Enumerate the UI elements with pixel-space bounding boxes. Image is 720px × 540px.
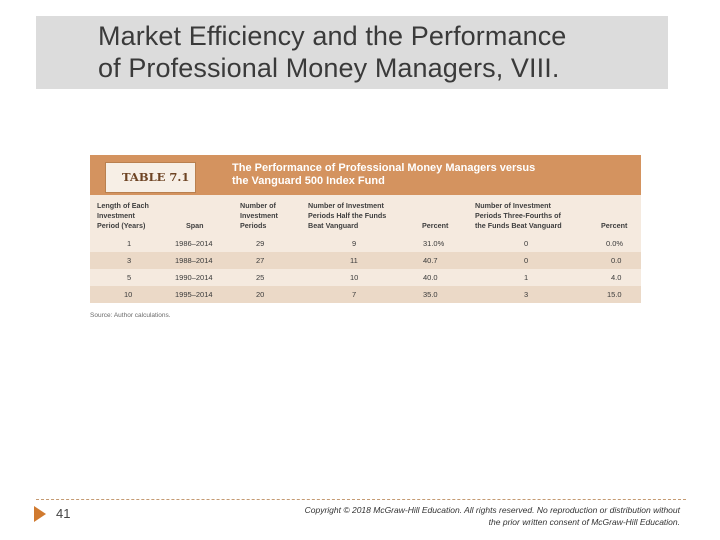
col-header-percent1: Percent [422, 221, 449, 230]
table-row: 5 1990–2014 25 10 40.0 1 4.0 [127, 273, 622, 282]
table-header-bar: TABLE 7.1 The Performance of Professiona… [90, 155, 641, 195]
table-source-note: Source: Author calculations. [90, 312, 171, 319]
col-header-half-beat: Number of Investment Periods Half the Fu… [308, 201, 387, 230]
footer-divider [36, 499, 686, 500]
slide-title-line1: Market Efficiency and the Performance [98, 21, 567, 51]
table-caption-line2: the Vanguard 500 Index Fund [232, 175, 385, 187]
col-header-span: Span [186, 221, 204, 230]
page-number: 41 [56, 506, 71, 521]
table-row: 10 1995–2014 20 7 35.0 3 15.0 [90, 286, 641, 303]
slide-title-line2: of Professional Money Managers, VIII. [98, 53, 560, 83]
col-header-num-periods: Number of Investment Periods [240, 201, 278, 230]
table-row: 3 1988–2014 27 11 40.7 0 0.0 [90, 252, 641, 269]
table-caption-line1: The Performance of Professional Money Ma… [232, 162, 536, 174]
table-caption: The Performance of Professional Money Ma… [232, 162, 632, 188]
copyright-line1: Copyright © 2018 McGraw-Hill Education. … [304, 505, 680, 515]
col-header-length: Length of Each Investment Period (Years) [97, 201, 149, 230]
col-header-threefourths-beat: Number of Investment Periods Three-Fourt… [475, 201, 562, 230]
table-label: TABLE 7.1 [105, 162, 196, 193]
performance-table: TABLE 7.1 The Performance of Professiona… [90, 155, 641, 303]
copyright-line2: the prior written consent of McGraw-Hill… [488, 517, 680, 527]
arrow-icon [34, 506, 46, 522]
table-row: 1 1986–2014 29 9 31.0% 0 0.0% [127, 239, 624, 248]
slide-title: Market Efficiency and the Performance of… [98, 20, 698, 84]
col-header-percent2: Percent [601, 221, 628, 230]
copyright-notice: Copyright © 2018 McGraw-Hill Education. … [210, 504, 680, 528]
title-band [36, 16, 668, 89]
